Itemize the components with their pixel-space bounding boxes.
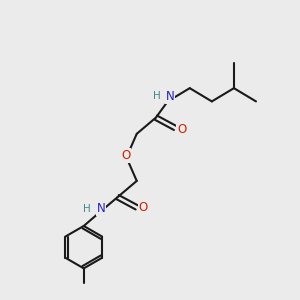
- Text: H: H: [153, 91, 160, 101]
- Text: O: O: [177, 123, 186, 136]
- Text: O: O: [121, 149, 130, 162]
- Text: N: N: [97, 202, 105, 215]
- Text: O: O: [139, 201, 148, 214]
- Text: H: H: [83, 204, 91, 214]
- Text: N: N: [166, 90, 174, 103]
